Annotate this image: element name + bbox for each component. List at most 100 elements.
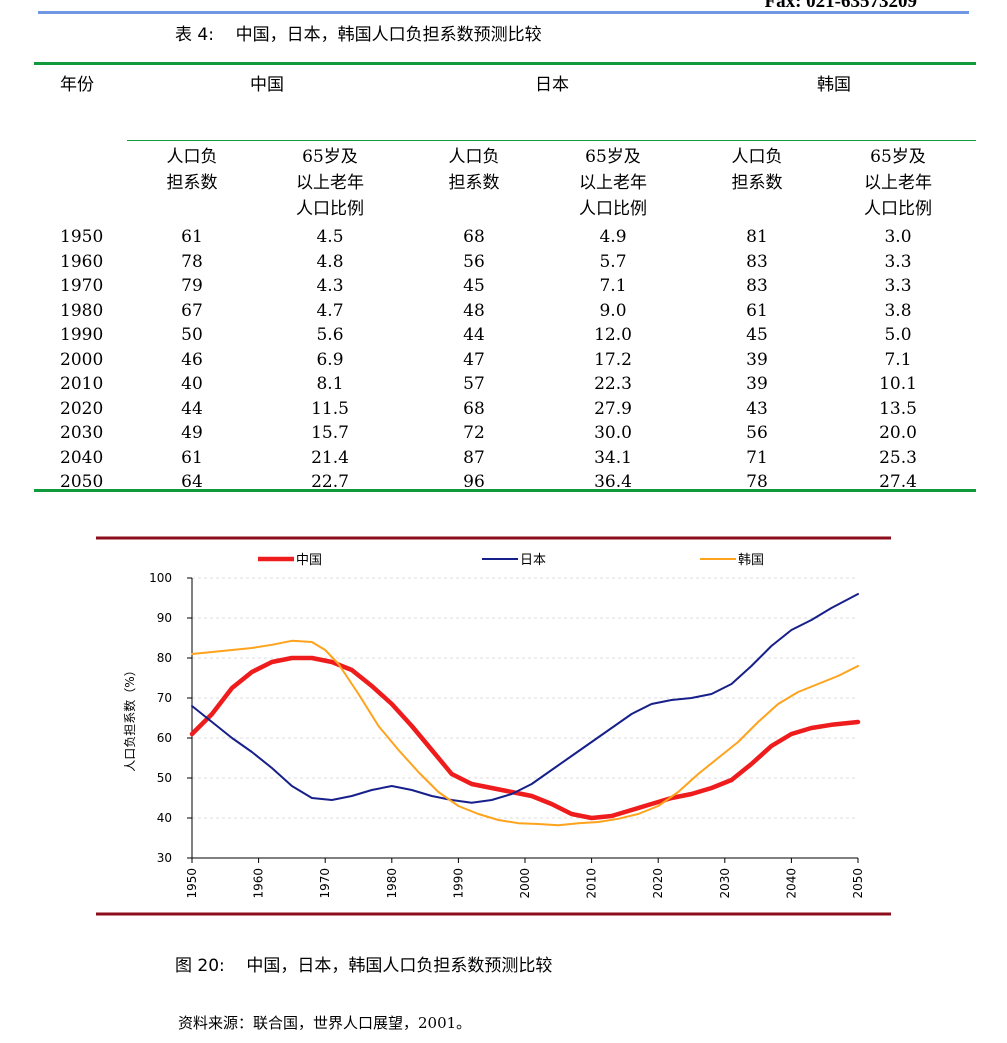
value-cell: 8.1 [316, 374, 344, 394]
y-tick-label: 70 [157, 691, 172, 705]
table-caption: 表 4: 中国，日本，韩国人口负担系数预测比较 [175, 20, 542, 45]
value-cell: 11.5 [311, 398, 349, 419]
value-cell: 79 [181, 276, 203, 296]
value-cell: 72 [463, 423, 485, 443]
value-cell: 4.5 [316, 227, 344, 247]
value-cell: 13.5 [879, 398, 917, 419]
value-cell: 3.8 [884, 300, 912, 321]
value-cell: 87 [463, 447, 485, 468]
x-tick-label: 2050 [851, 868, 865, 899]
year-cell: 2050 [60, 472, 104, 492]
figure-caption-label: 图 20: [175, 956, 225, 976]
column-subheader: 65岁及以上老年人口比例 [838, 144, 958, 222]
value-cell: 22.3 [594, 374, 632, 394]
year-cell: 2000 [60, 349, 104, 370]
subheader-line: 人口比例 [579, 199, 647, 219]
value-cell: 21.4 [311, 447, 349, 468]
value-cell: 47 [463, 349, 485, 370]
table-caption-title: 中国，日本，韩国人口负担系数预测比较 [235, 25, 542, 45]
korea-group-header: 韩国 [817, 75, 851, 95]
year-cell: 1980 [60, 300, 104, 321]
chart-axes: 30 40 50 60 70 80 90 100 1950 1960 1970 1980 1990 200… [149, 571, 865, 899]
value-cell: 30.0 [594, 423, 632, 443]
x-tick-label: 2040 [784, 868, 798, 899]
value-cell: 7.1 [884, 349, 912, 370]
subheader-line: 65岁及 [585, 147, 641, 167]
y-tick-label: 30 [157, 851, 172, 865]
year-cell: 2010 [60, 374, 104, 394]
x-tick-label: 2020 [651, 868, 665, 899]
value-cell: 4.9 [599, 227, 627, 247]
chart-gridlines [192, 577, 858, 819]
chart-plot-area [189, 593, 861, 827]
value-cell: 7.1 [599, 276, 627, 296]
subheader-line: 以上老年 [579, 173, 647, 193]
x-tick-label: 2000 [518, 868, 532, 899]
table-bottom-rule [34, 489, 976, 492]
x-tick-label: 1960 [252, 868, 266, 899]
value-cell: 81 [746, 227, 768, 247]
x-tick-label: 1990 [451, 868, 465, 899]
series-line-1 [189, 655, 861, 821]
value-cell: 71 [746, 447, 768, 468]
value-cell: 39 [746, 374, 768, 394]
series-line-3 [191, 639, 859, 827]
value-cell: 78 [746, 472, 768, 492]
value-cell: 9.0 [599, 300, 627, 321]
value-cell: 4.3 [316, 276, 344, 296]
value-cell: 10.1 [879, 374, 917, 394]
value-cell: 27.9 [594, 398, 632, 419]
y-tick-label: 40 [157, 811, 172, 825]
column-subheader: 人口负 担系数 [132, 144, 252, 196]
value-cell: 49 [181, 423, 203, 443]
year-cell: 1990 [60, 325, 104, 345]
series-line-2 [191, 593, 859, 804]
year-column-header: 年份 [60, 75, 94, 95]
column-subheader: 人口负 担系数 [697, 144, 817, 196]
value-cell: 15.7 [311, 423, 349, 443]
figure-caption-title: 中国，日本，韩国人口负担系数预测比较 [246, 956, 553, 976]
x-tick-label: 1970 [318, 868, 332, 899]
china-group-header: 中国 [250, 75, 284, 95]
value-cell: 61 [181, 447, 203, 468]
value-cell: 50 [181, 325, 203, 345]
subheader-line: 人口比例 [296, 199, 364, 219]
value-cell: 67 [181, 300, 203, 321]
value-cell: 56 [463, 251, 485, 272]
value-cell: 44 [181, 398, 203, 419]
value-cell: 5.0 [884, 325, 912, 345]
value-cell: 3.3 [884, 251, 912, 272]
subheader-line: 以上老年 [864, 173, 932, 193]
subheader-line: 65岁及 [870, 147, 926, 167]
value-cell: 40 [181, 374, 203, 394]
value-cell: 68 [463, 398, 485, 419]
value-cell: 34.1 [594, 447, 632, 468]
subheader-line: 人口负 [448, 147, 500, 167]
y-tick-label: 90 [157, 611, 172, 625]
value-cell: 78 [181, 251, 203, 272]
legend-label: 中国 [296, 553, 322, 568]
x-tick-label: 1950 [185, 868, 199, 899]
subheader-line: 人口比例 [864, 199, 932, 219]
table-top-rule [34, 62, 976, 65]
subheader-line: 担系数 [166, 173, 218, 193]
x-tick-label: 1980 [385, 868, 399, 899]
y-axis-label: 人口负担系数（%） [122, 664, 137, 771]
value-cell: 45 [746, 325, 768, 345]
value-cell: 39 [746, 349, 768, 370]
value-cell: 12.0 [594, 325, 632, 345]
value-cell: 48 [463, 300, 485, 321]
y-tick-label: 80 [157, 651, 172, 665]
value-cell: 57 [463, 374, 485, 394]
value-cell: 3.3 [884, 276, 912, 296]
year-cell: 1970 [60, 276, 104, 296]
chart-legend: 中国 日本 韩国 [258, 553, 764, 568]
y-tick-label: 60 [157, 731, 172, 745]
value-cell: 64 [181, 472, 203, 492]
column-subheader: 65岁及以上老年人口比例 [553, 144, 673, 222]
value-cell: 43 [746, 398, 768, 419]
subheader-line: 担系数 [448, 173, 500, 193]
value-cell: 5.6 [316, 325, 344, 345]
subheader-line: 人口负 [166, 147, 218, 167]
year-cell: 2040 [60, 447, 104, 468]
